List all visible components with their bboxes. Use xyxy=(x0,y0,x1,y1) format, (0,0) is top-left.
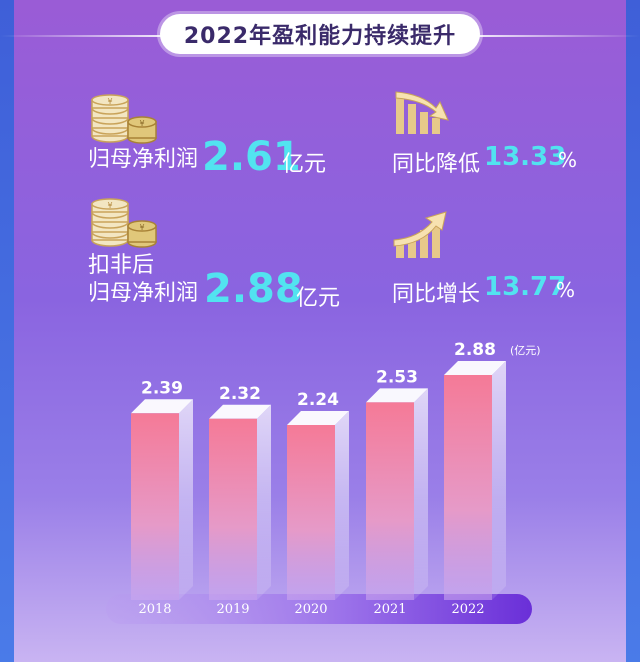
x-tick-label: 2022 xyxy=(451,602,484,617)
page-title: 2022年盈利能力持续提升 xyxy=(160,14,480,54)
bar-value-label: 2.24 xyxy=(297,390,339,410)
yoy-decrease-unit: % xyxy=(558,148,578,172)
svg-text:¥: ¥ xyxy=(107,97,112,106)
title-banner: 2022年盈利能力持续提升 xyxy=(0,14,640,58)
title-line-right xyxy=(470,35,640,37)
bar-side xyxy=(179,399,193,600)
bar xyxy=(444,375,492,600)
left-edge-band xyxy=(0,0,14,662)
bar-chart-down-icon xyxy=(395,91,449,134)
bar xyxy=(366,402,414,600)
yoy-decrease-label: 同比降低 xyxy=(392,152,481,177)
bar-side xyxy=(414,388,428,600)
bar-side xyxy=(335,411,349,600)
x-tick-label: 2019 xyxy=(216,602,249,617)
net-profit-deducted-value: 2.88 xyxy=(204,266,303,312)
yoy-increase-unit: % xyxy=(556,278,576,302)
bar-top xyxy=(444,361,506,375)
net-profit-deducted-unit: 亿元 xyxy=(296,286,341,311)
coins-icon: ¥ ¥ xyxy=(91,94,157,144)
bar-value-label: 2.39 xyxy=(141,378,183,398)
profit-bar-chart: 2.39 2018 2.32 2019 2.24 2020 2.53 2021 2.88 2022… xyxy=(106,340,541,624)
yoy-increase-value: 13.77 xyxy=(484,272,567,302)
bar xyxy=(131,413,179,600)
title-line-left xyxy=(0,35,170,37)
yoy-increase-label: 同比增长 xyxy=(392,282,481,307)
svg-text:¥: ¥ xyxy=(139,223,144,232)
net-profit-deducted-label-line1: 扣非后 xyxy=(88,253,155,278)
coins-icon: ¥ ¥ xyxy=(91,198,157,248)
unit-label: (亿元) xyxy=(510,344,541,357)
bar-value-label: 2.32 xyxy=(219,384,261,404)
net-profit-unit: 亿元 xyxy=(282,152,327,177)
bar-value-label: 2.88 xyxy=(454,340,496,360)
bar xyxy=(209,418,257,600)
bar-top xyxy=(131,399,193,414)
net-profit-label: 归母净利润 xyxy=(88,147,199,172)
yoy-decrease-value: 13.33 xyxy=(484,142,567,172)
x-tick-label: 2018 xyxy=(138,602,171,617)
svg-text:¥: ¥ xyxy=(139,119,144,128)
bar xyxy=(287,425,335,600)
bar-side xyxy=(492,361,506,600)
net-profit-value: 2.61 xyxy=(202,134,301,180)
x-tick-label: 2020 xyxy=(294,602,327,617)
bar-value-label: 2.53 xyxy=(376,367,418,387)
bar-side xyxy=(257,404,271,600)
x-axis-band xyxy=(106,594,532,624)
bar-chart-up-icon xyxy=(393,211,447,258)
net-profit-deducted-label-line2: 归母净利润 xyxy=(88,281,199,306)
bar-top xyxy=(287,411,349,425)
svg-text:¥: ¥ xyxy=(107,201,112,210)
right-edge-band xyxy=(626,0,640,662)
x-tick-label: 2021 xyxy=(373,602,406,617)
bar-top xyxy=(209,404,271,419)
bar-top xyxy=(366,388,428,403)
